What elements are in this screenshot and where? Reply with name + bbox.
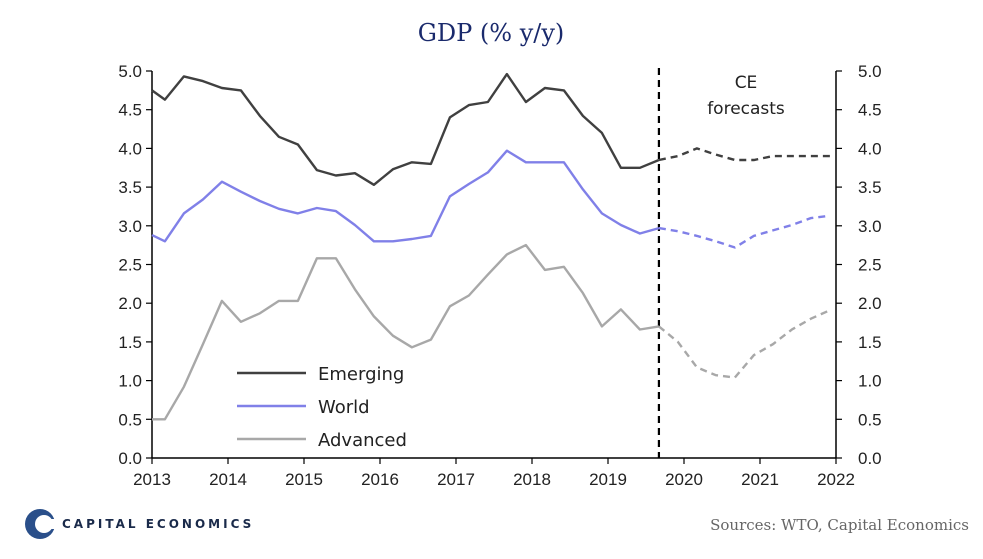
y-tick-label-left: 5.0 [118,62,142,81]
x-tick-label: 2019 [589,470,627,489]
y-tick-label-left: 3.0 [118,217,142,236]
y-tick-label-right: 1.0 [858,372,882,391]
x-tick-label: 2016 [361,470,399,489]
series-line-advanced [152,243,660,421]
x-tick-label: 2022 [817,470,855,489]
x-tick-label: 2021 [741,470,779,489]
y-tick-label-right: 0.5 [858,410,882,429]
x-tick-label: 2015 [285,470,323,489]
y-tick-label-right: 3.0 [858,217,882,236]
y-tick-label-right: 0.0 [858,449,882,468]
y-tick-label-left: 0.0 [118,449,142,468]
axes: 0.0 0.0 0.5 0.5 1.0 1.0 1.5 1.5 2.0 2.0 2.5 2.5 3.0 3… [118,62,881,489]
legend: Emerging World Advanced [237,364,407,451]
y-tick-label-right: 3.5 [858,178,882,197]
y-tick-label-left: 4.0 [118,139,142,158]
series-line-emerging [151,72,660,187]
y-tick-label-right: 4.5 [858,101,882,120]
y-tick-label-right: 4.0 [858,139,882,158]
legend-label-world: World [318,397,370,418]
series-lines [151,72,831,421]
x-tick-label: 2014 [209,470,247,489]
x-tick-label: 2020 [665,470,703,489]
logo-mark-gap [44,519,58,529]
brand-name: CAPITAL ECONOMICS [62,517,254,531]
y-tick-label-right: 2.5 [858,256,882,275]
y-tick-label-left: 4.5 [118,101,142,120]
x-tick-label: 2017 [437,470,475,489]
y-tick-label-left: 2.0 [118,294,142,313]
y-tick-label-left: 0.5 [118,410,142,429]
legend-label-emerging: Emerging [318,364,404,385]
y-tick-label-left: 3.5 [118,178,142,197]
y-tick-label-right: 1.5 [858,333,882,352]
capital-economics-logo: CAPITAL ECONOMICS [25,509,254,539]
x-tick-label: 2013 [133,470,171,489]
forecast-line-world [658,214,831,249]
y-tick-label-right: 5.0 [858,62,882,81]
forecast-annotation-line2: forecasts [707,99,785,119]
x-tick-label: 2018 [513,470,551,489]
chart-title: GDP (% y/y) [418,19,565,47]
y-tick-label-right: 2.0 [858,294,882,313]
forecast-line-emerging [658,147,830,162]
source-note: Sources: WTO, Capital Economics [710,516,969,534]
y-tick-label-left: 1.0 [118,372,142,391]
legend-label-advanced: Advanced [318,430,407,451]
y-tick-label-left: 2.5 [118,256,142,275]
y-tick-label-left: 1.5 [118,333,142,352]
series-line-world [151,149,660,243]
forecast-annotation-line1: CE [735,73,758,93]
forecast-line-advanced [658,309,831,379]
